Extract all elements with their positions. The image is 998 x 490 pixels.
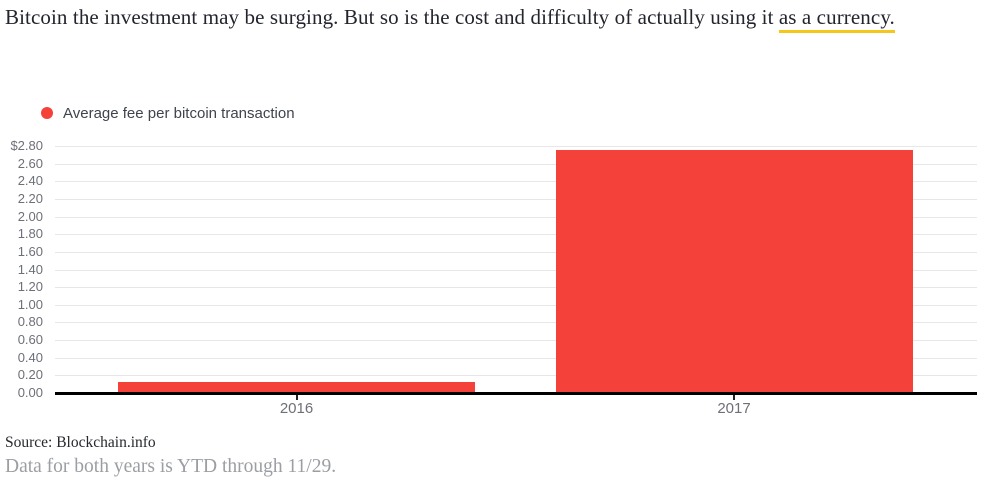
y-axis-label: 0.80 [17,314,43,330]
x-axis-tick [733,395,735,400]
x-axis-label: 2017 [717,400,751,417]
gridline [55,163,977,165]
gridline [55,357,977,359]
headline-link[interactable]: as a currency. [778,5,895,33]
y-axis-label: 0.60 [17,332,43,348]
y-axis-label: 0.00 [17,385,43,400]
gridline [55,198,977,200]
gridline [55,304,977,306]
y-axis-label: 1.60 [17,243,43,259]
y-axis-labels: $2.80 2.60 2.40 2.20 2.00 1.80 1.60 1.40 1.20 1.0… [5,138,43,400]
y-axis-label: 2.40 [17,173,43,189]
gridline [55,216,977,218]
plot-area: 2016 2017 [55,146,977,417]
y-axis-label: 2.20 [17,190,43,206]
y-axis-label: 2.00 [17,208,43,224]
y-axis-label: 1.20 [17,279,43,295]
y-axis-label: 2.60 [17,155,43,171]
x-axis-tick [295,395,298,400]
source-text: Source: Blockchain.info [5,434,156,451]
gridline [55,234,977,236]
fee-bar-chart: $2.80 2.60 2.40 2.20 2.00 1.80 1.60 1.40 1.20 1.0… [5,138,993,417]
x-axis-line [55,392,977,395]
gridline [55,251,977,253]
y-axis-label: 1.80 [17,226,43,242]
legend-marker-icon [41,107,53,119]
footnote: Data for both years is YTD through 11/29… [5,456,337,477]
gridline [55,269,977,271]
y-axis-label: $2.80 [10,138,43,153]
legend-label: Average fee per bitcoin transaction [63,104,295,122]
gridline [55,146,977,147]
gridline [55,322,977,324]
y-axis-label: 0.20 [17,367,43,383]
y-axis-label: 1.00 [17,296,43,312]
gridline [55,340,977,342]
gridline [55,375,977,377]
headline: Bitcoin the investment may be surging. B… [5,2,940,33]
headline-text: Bitcoin the investment may be surging. B… [5,5,779,29]
y-axis-label: 0.40 [17,349,43,365]
bar-2016 [118,381,475,393]
y-axis-label: 1.40 [17,261,43,277]
gridline [55,181,977,183]
gridline [55,287,977,289]
x-axis-label: 2016 [279,400,314,417]
chart-legend: Average fee per bitcoin transaction [41,104,295,122]
bar-2017 [555,150,913,393]
